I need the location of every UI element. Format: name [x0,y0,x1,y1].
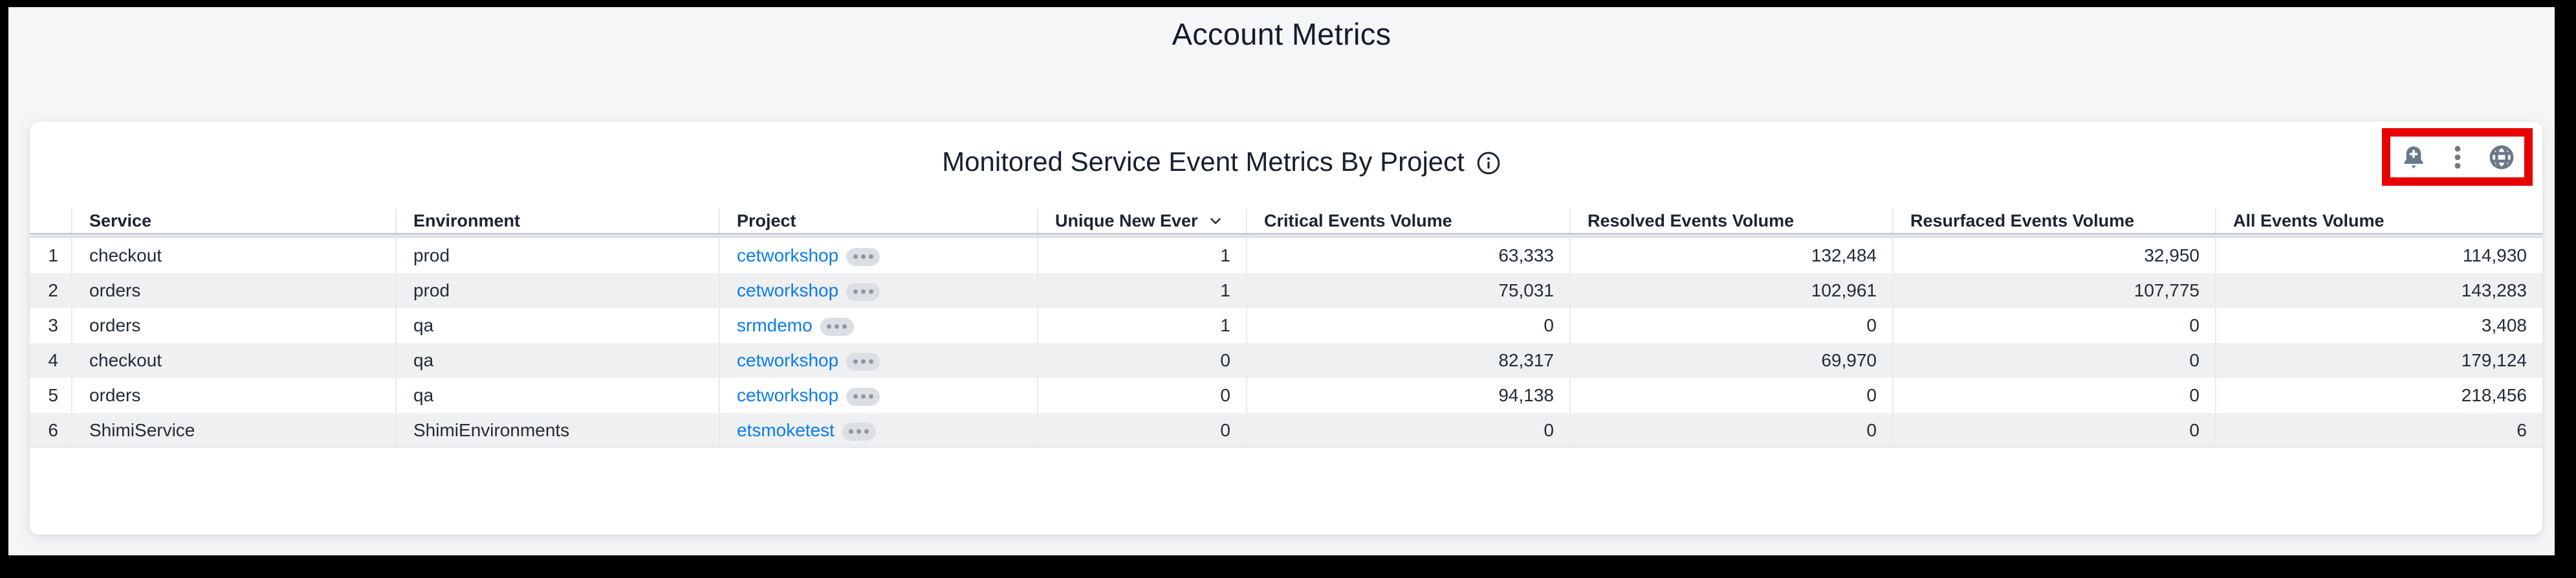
page-title: Account Metrics [1172,17,1392,51]
resolved-events-volume-cell: 132,484 [1569,238,1892,273]
resolved-events-volume-cell: 0 [1569,308,1892,343]
row-number-cell: 1 [48,245,58,265]
all-events-volume-cell: 143,283 [2215,273,2542,308]
critical-events-volume-cell: 82,317 [1246,343,1569,378]
resurfaced-events-volume-cell: 0 [1892,378,2215,413]
unique-new-events-cell: 1 [1037,238,1246,273]
annotation-highlight-box [2382,128,2533,186]
widget-header: Monitored Service Event Metrics By Proje… [30,144,2413,180]
metrics-table: Service Environment Project Unique New E… [30,208,2542,448]
critical-events-volume-cell: 0 [1246,308,1569,343]
resurfaced-events-volume-cell: 107,775 [1892,273,2215,308]
service-cell: orders [71,378,395,413]
project-link[interactable]: cetworkshop [737,350,839,370]
unique-new-events-cell: 0 [1037,378,1246,413]
header-separator [30,233,2542,238]
col-header-environment[interactable]: Environment [395,208,719,233]
col-header-all-events-volume[interactable]: All Events Volume [2215,208,2542,233]
project-link[interactable]: cetworkshop [737,280,839,300]
project-link[interactable]: srmdemo [737,315,813,335]
service-cell: checkout [71,343,395,378]
critical-events-volume-cell: 94,138 [1246,378,1569,413]
critical-events-volume-cell: 63,333 [1246,238,1569,273]
table-header-row: Service Environment Project Unique New E… [30,208,2542,233]
environment-cell: prod [395,238,719,273]
environment-cell: qa [395,378,719,413]
environment-cell: qa [395,343,719,378]
project-cell: cetworkshop [719,273,1037,308]
sort-chevron-down-icon[interactable] [1207,212,1224,229]
col-header-critical-events-volume[interactable]: Critical Events Volume [1246,208,1569,233]
project-link[interactable]: etsmoketest [737,420,835,440]
table-row: 1 checkout prod cetworkshop 1 63,333 132… [30,238,2542,273]
resurfaced-events-volume-cell: 0 [1892,413,2215,447]
widget-title: Monitored Service Event Metrics By Proje… [942,146,1465,177]
table-row: 3 orders qa srmdemo 1 0 0 0 3,408 [30,308,2542,343]
project-more-pill[interactable] [846,247,880,266]
critical-events-volume-cell: 75,031 [1246,273,1569,308]
col-header-unique-new-events[interactable]: Unique New Ever [1037,208,1246,233]
all-events-volume-cell: 179,124 [2215,343,2542,378]
col-header-row-number [30,208,71,233]
table-body: 1 checkout prod cetworkshop 1 63,333 132… [30,238,2542,448]
project-more-pill[interactable] [846,352,880,371]
project-cell: etsmoketest [719,413,1037,447]
project-cell: cetworkshop [719,343,1037,378]
resurfaced-events-volume-cell: 0 [1892,308,2215,343]
globe-icon[interactable] [2487,143,2516,172]
table-row: 2 orders prod cetworkshop 1 75,031 102,9… [30,273,2542,308]
unique-new-events-cell: 1 [1037,273,1246,308]
resurfaced-events-volume-cell: 32,950 [1892,238,2215,273]
table-row: 5 orders qa cetworkshop 0 94,138 0 0 218… [30,378,2542,413]
table-row: 4 checkout qa cetworkshop 0 82,317 69,97… [30,343,2542,378]
col-header-service[interactable]: Service [71,208,395,233]
service-cell: checkout [71,238,395,273]
resurfaced-events-volume-cell: 0 [1892,343,2215,378]
environment-cell: ShimiEnvironments [395,413,719,447]
all-events-volume-cell: 114,930 [2215,238,2542,273]
row-number-cell: 3 [48,315,58,335]
table-row: 6 ShimiService ShimiEnvironments etsmoke… [30,413,2542,448]
project-more-pill[interactable] [820,317,854,336]
unique-new-events-cell: 0 [1037,413,1246,447]
row-number-cell: 2 [48,280,58,300]
unique-new-events-cell: 0 [1037,343,1246,378]
unique-new-events-cell: 1 [1037,308,1246,343]
widget-card: Monitored Service Event Metrics By Proje… [30,122,2542,535]
alert-bell-plus-icon[interactable] [2399,143,2428,172]
project-link[interactable]: cetworkshop [737,385,839,405]
info-circle-icon[interactable] [1476,151,1501,175]
project-cell: cetworkshop [719,378,1037,413]
project-more-pill[interactable] [846,387,880,406]
col-header-resolved-events-volume[interactable]: Resolved Events Volume [1569,208,1892,233]
all-events-volume-cell: 6 [2215,413,2542,447]
environment-cell: prod [395,273,719,308]
kebab-menu-icon[interactable] [2443,143,2472,172]
project-more-pill[interactable] [842,422,876,441]
service-cell: ShimiService [71,413,395,447]
all-events-volume-cell: 3,408 [2215,308,2542,343]
critical-events-volume-cell: 0 [1246,413,1569,447]
resolved-events-volume-cell: 102,961 [1569,273,1892,308]
all-events-volume-cell: 218,456 [2215,378,2542,413]
row-number-cell: 5 [48,385,58,405]
resolved-events-volume-cell: 69,970 [1569,343,1892,378]
row-number-cell: 6 [48,420,58,440]
service-cell: orders [71,308,395,343]
row-number-cell: 4 [48,350,58,370]
project-link[interactable]: cetworkshop [737,245,839,265]
environment-cell: qa [395,308,719,343]
col-header-resurfaced-events-volume[interactable]: Resurfaced Events Volume [1892,208,2215,233]
col-header-project[interactable]: Project [719,208,1037,233]
project-cell: srmdemo [719,308,1037,343]
project-more-pill[interactable] [846,282,880,301]
service-cell: orders [71,273,395,308]
resolved-events-volume-cell: 0 [1569,378,1892,413]
resolved-events-volume-cell: 0 [1569,413,1892,447]
project-cell: cetworkshop [719,238,1037,273]
page-background: Account Metrics Monitored Service Event … [8,7,2555,555]
